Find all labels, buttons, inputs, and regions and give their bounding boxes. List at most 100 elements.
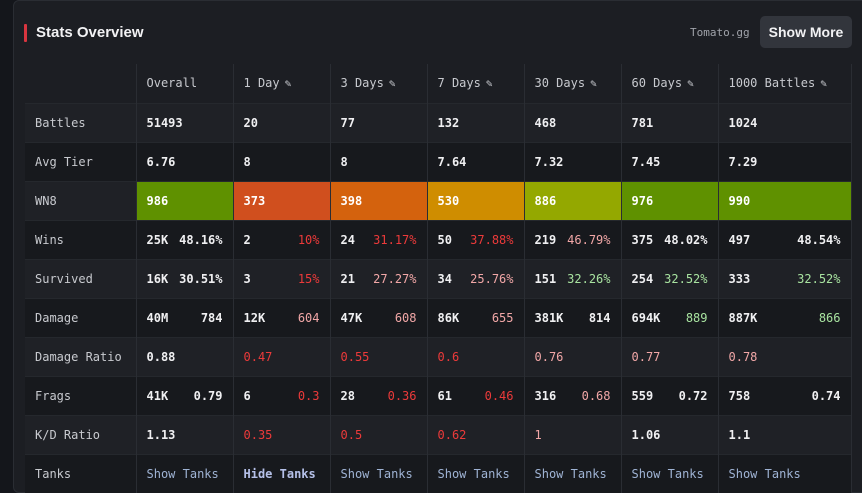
kd_ratio-cell: 1	[524, 414, 622, 454]
damage-pair: 40M 784	[147, 311, 233, 325]
frags-cell: 41K 0.79	[136, 375, 234, 415]
frags-rate: 0.36	[387, 388, 417, 403]
kd_ratio-cell: 0.35	[233, 414, 331, 454]
avg_tier-value: 7.45	[631, 154, 661, 169]
column-header-7-days[interactable]: 7 Days ✎	[427, 64, 525, 103]
row-survived: Survived 16K 30.51% 3 15% 21 27.27% 34 25.76% 151…	[25, 258, 852, 298]
avg_tier-cell: 7.45	[621, 141, 719, 181]
frags-pair: 61 0.46	[438, 389, 524, 403]
row-frags: Frags 41K 0.79 6 0.3 28 0.36 61 0.46 316 0.68 559 0.…	[25, 375, 852, 415]
row-label: K/D Ratio	[25, 414, 137, 454]
pencil-icon[interactable]: ✎	[590, 77, 597, 91]
survived-count: 34	[437, 271, 452, 286]
show-tanks-link[interactable]: Show Tanks	[437, 466, 510, 481]
damage_ratio-cell: 0.88	[136, 336, 234, 376]
damage-count: 12K	[243, 310, 266, 325]
kd_ratio-value: 1.06	[631, 427, 661, 442]
wins-count: 2	[243, 232, 251, 247]
survived-rate: 32.52%	[797, 271, 841, 286]
wn8-value: 373	[243, 193, 266, 208]
column-header-1-day[interactable]: 1 Day ✎	[233, 64, 331, 103]
column-header-3-days[interactable]: 3 Days ✎	[330, 64, 428, 103]
damage-pair: 887K 866	[729, 311, 851, 325]
tanks-cell: Show Tanks	[621, 453, 719, 493]
frags-pair: 316 0.68	[535, 389, 621, 403]
row-label: Avg Tier	[25, 141, 137, 181]
column-header-30-days[interactable]: 30 Days ✎	[524, 64, 622, 103]
damage-cell: 40M 784	[136, 297, 234, 337]
survived-pair: 21 27.27%	[341, 272, 427, 286]
kd_ratio-cell: 0.5	[330, 414, 428, 454]
survived-rate: 27.27%	[373, 271, 417, 286]
survived-count: 21	[340, 271, 355, 286]
pencil-icon[interactable]: ✎	[284, 77, 292, 91]
survived-cell: 16K 30.51%	[136, 258, 234, 298]
wins-count: 497	[728, 232, 751, 247]
avg_tier-value: 7.32	[534, 154, 564, 169]
wins-pair: 2 10%	[244, 233, 330, 247]
wins-pair: 219 46.79%	[535, 233, 621, 247]
damage_ratio-value: 0.55	[340, 349, 370, 364]
survived-rate: 32.26%	[567, 271, 611, 286]
pencil-icon[interactable]: ✎	[485, 77, 493, 91]
show-tanks-link[interactable]: Show Tanks	[534, 466, 607, 481]
row-label: WN8	[25, 180, 137, 220]
battles-cell: 132	[427, 102, 525, 142]
column-header-label: 7 Days	[437, 76, 481, 91]
stats-table: Overall 1 Day ✎ 3 Days ✎ 7 Days ✎ 30 Days ✎ 60 Da…	[25, 64, 852, 493]
avg_tier-value: 7.29	[728, 154, 758, 169]
pencil-icon[interactable]: ✎	[388, 77, 396, 91]
wins-count: 25K	[146, 232, 169, 247]
damage-cell: 86K 655	[427, 297, 525, 337]
column-header-60-days[interactable]: 60 Days ✎	[621, 64, 719, 103]
show-tanks-link[interactable]: Show Tanks	[340, 466, 413, 481]
column-header-label: 3 Days	[340, 76, 384, 91]
show-tanks-link[interactable]: Show Tanks	[728, 466, 801, 481]
damage-count: 887K	[728, 310, 758, 325]
show-tanks-link[interactable]: Show Tanks	[146, 466, 219, 481]
avg_tier-value: 7.64	[437, 154, 467, 169]
damage-pair: 86K 655	[438, 311, 524, 325]
wins-cell: 375 48.02%	[621, 219, 719, 259]
wins-count: 50	[437, 232, 452, 247]
column-header-overall: Overall	[136, 64, 234, 103]
pencil-icon[interactable]: ✎	[687, 77, 694, 91]
survived-cell: 254 32.52%	[621, 258, 719, 298]
avg_tier-value: 8	[243, 154, 251, 169]
frags-rate: 0.68	[581, 388, 611, 403]
battles-value: 1024	[728, 115, 758, 130]
pencil-icon[interactable]: ✎	[820, 77, 827, 91]
show-tanks-link[interactable]: Show Tanks	[631, 466, 704, 481]
row-label: Survived	[25, 258, 137, 298]
frags-pair: 758 0.74	[729, 389, 851, 403]
wins-cell: 24 31.17%	[330, 219, 428, 259]
column-header-label: Overall	[146, 76, 198, 91]
corner-header	[25, 64, 137, 103]
column-header-label: 60 Days	[631, 76, 683, 91]
row-damage: Damage 40M 784 12K 604 47K 608 86K 655 381K 814 694…	[25, 297, 852, 337]
show-more-button[interactable]: Show More	[760, 16, 852, 48]
hide-tanks-link[interactable]: Hide Tanks	[243, 466, 316, 481]
column-header-1000-battles[interactable]: 1000 Battles ✎	[718, 64, 852, 103]
row-label: Battles	[25, 102, 137, 142]
damage_ratio-cell: 0.76	[524, 336, 622, 376]
row-label: Wins	[25, 219, 137, 259]
survived-count: 151	[534, 271, 557, 286]
frags-cell: 758 0.74	[718, 375, 852, 415]
tanks-cell: Show Tanks	[718, 453, 852, 493]
avg_tier-cell: 7.32	[524, 141, 622, 181]
kd_ratio-value: 1.1	[728, 427, 751, 442]
survived-cell: 151 32.26%	[524, 258, 622, 298]
frags-count: 41K	[146, 388, 169, 403]
frags-rate: 0.3	[297, 388, 320, 403]
survived-count: 254	[631, 271, 654, 286]
kd_ratio-cell: 0.62	[427, 414, 525, 454]
source-label: Tomato.gg	[690, 26, 750, 39]
survived-cell: 3 15%	[233, 258, 331, 298]
wins-rate: 37.88%	[470, 232, 514, 247]
wn8-value: 976	[631, 193, 654, 208]
survived-pair: 34 25.76%	[438, 272, 524, 286]
damage-count: 694K	[631, 310, 661, 325]
damage-rate: 608	[394, 310, 417, 325]
kd_ratio-value: 0.5	[340, 427, 363, 442]
